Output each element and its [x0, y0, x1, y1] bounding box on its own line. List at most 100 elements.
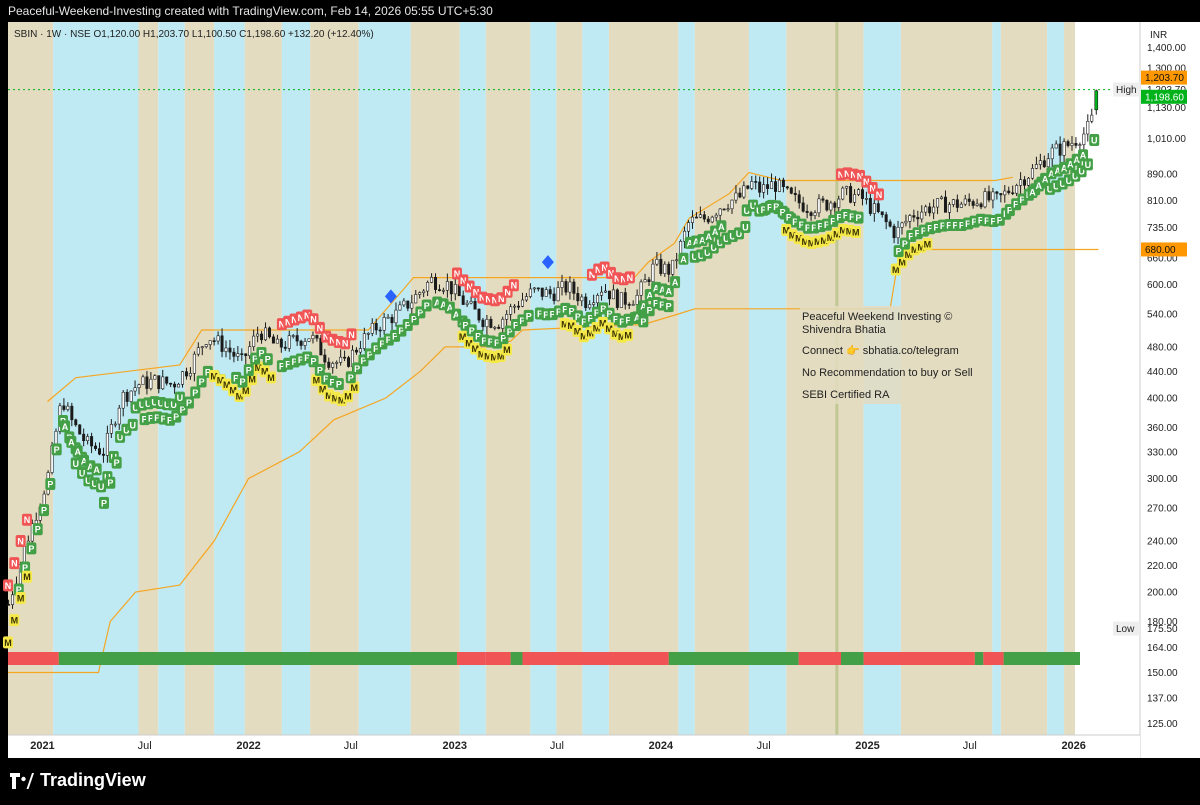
candle-body — [643, 279, 647, 283]
candle-body — [651, 263, 655, 282]
signal-label-letter: P — [792, 217, 798, 227]
signal-label-letter: P — [1013, 200, 1019, 210]
candle — [505, 310, 509, 327]
signal-label-letter: N — [24, 515, 31, 525]
candle-body — [62, 405, 66, 410]
candle-body — [671, 259, 675, 275]
price-label-low: Low 175.50 — [1113, 621, 1178, 636]
signal-label-letter: P — [336, 379, 342, 389]
signal-label-letter: N — [857, 171, 864, 181]
candle — [864, 191, 868, 205]
candle — [125, 389, 129, 407]
candle — [117, 404, 121, 430]
candle-body — [74, 419, 78, 426]
candle-body — [979, 203, 983, 208]
candle — [1058, 136, 1062, 163]
candle — [184, 367, 188, 380]
candle-body — [592, 302, 596, 305]
signal-label-letter: A — [68, 437, 75, 447]
signal-label-letter: M — [351, 383, 359, 393]
candle — [244, 353, 248, 365]
signal-label-letter: M — [332, 393, 340, 403]
candle — [726, 203, 730, 212]
regime-segment — [974, 652, 984, 665]
candle-body — [655, 259, 659, 265]
candle — [236, 346, 240, 361]
signal-label-letter: N — [479, 293, 486, 303]
signal-label-letter: M — [618, 332, 626, 342]
signal-label-letter: P — [666, 302, 672, 312]
candle-body — [607, 290, 611, 300]
candle-body — [584, 296, 588, 309]
signal-label-letter: P — [507, 327, 513, 337]
candle-body — [517, 305, 521, 308]
signal-label-box — [3, 579, 13, 592]
candle — [766, 177, 770, 195]
tradingview-logo[interactable]: TradingView — [10, 770, 146, 791]
y-tick-label: 180.00 — [1147, 617, 1178, 628]
signal-label-box — [523, 309, 534, 322]
candle-body — [366, 333, 370, 335]
signal-label-letter: M — [567, 321, 575, 331]
candle-body — [770, 181, 774, 189]
regime-segment — [1003, 652, 1080, 665]
signal-label-letter: P — [246, 366, 252, 376]
candle-body — [841, 187, 845, 200]
signal-label-letter: U — [750, 201, 757, 211]
candle-body — [477, 308, 481, 321]
signal-label-letter: P — [298, 355, 304, 365]
background-band — [678, 22, 695, 735]
candle-body — [773, 181, 777, 192]
candle — [86, 433, 90, 445]
signal-label: A — [670, 276, 681, 289]
candle-body — [785, 186, 789, 189]
candle — [1011, 185, 1015, 196]
signal-label-letter: A — [634, 313, 641, 323]
candle-body — [236, 353, 240, 357]
signal-label-letter: M — [580, 332, 588, 342]
signal-label-letter: N — [608, 268, 615, 278]
signal-label-box — [922, 238, 933, 251]
signal-label-box — [21, 513, 32, 526]
signal-label: P — [111, 456, 122, 469]
y-tick-label: 270.00 — [1147, 504, 1178, 515]
future-space — [1075, 22, 1140, 735]
candle — [465, 300, 469, 308]
candle-body — [1015, 185, 1019, 194]
candle — [66, 402, 70, 412]
candle-body — [410, 302, 414, 309]
candle — [947, 202, 951, 221]
y-tick-label: 440.00 — [1147, 367, 1178, 378]
candle-body — [161, 376, 165, 390]
signal-label-letter: P — [805, 223, 811, 233]
signal-label: A — [663, 285, 674, 298]
y-tick-label: 600.00 — [1147, 280, 1178, 291]
signal-label-box — [70, 457, 81, 470]
candle — [517, 301, 521, 310]
signal-label-letter: N — [298, 313, 305, 323]
signal-label-letter: P — [367, 350, 373, 360]
background-band — [1000, 22, 1048, 735]
candle — [378, 326, 382, 338]
candle-body — [216, 335, 220, 342]
signal-label-letter: M — [561, 320, 569, 330]
signal-label-letter: N — [348, 330, 355, 340]
candle-body — [702, 214, 706, 220]
signal-label-letter: P — [594, 308, 600, 318]
signal-label: N — [624, 271, 635, 284]
signal-label-letter: N — [869, 183, 876, 193]
candle — [698, 206, 702, 219]
signal-label-letter: P — [258, 349, 264, 359]
candle — [572, 278, 576, 301]
candle — [659, 253, 663, 277]
signal-label-box — [237, 375, 248, 388]
candle — [315, 334, 319, 342]
signal-label: M — [922, 238, 933, 251]
candle — [683, 226, 687, 249]
candle-body — [426, 282, 430, 292]
regime-segment — [522, 652, 669, 665]
candle — [271, 334, 275, 344]
signal-label-letter: U — [1078, 167, 1085, 177]
candle — [224, 340, 228, 358]
